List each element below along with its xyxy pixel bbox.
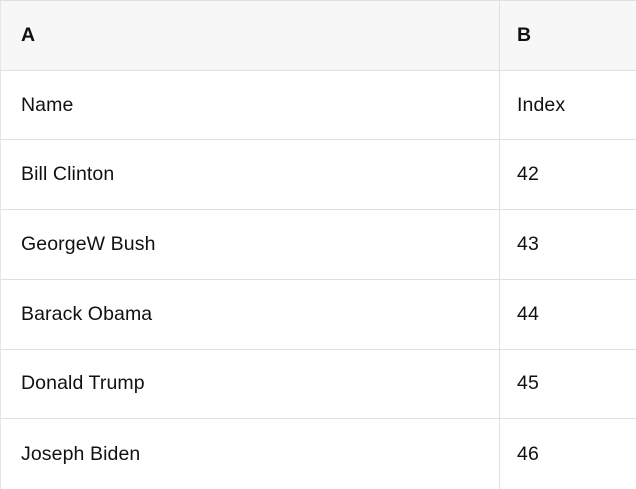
table-row: Name Index [1, 70, 636, 141]
cell-b6[interactable]: 46 [499, 419, 636, 489]
cell-b2[interactable]: 42 [499, 140, 636, 210]
table-header-row: A B [1, 1, 636, 71]
cell-a2[interactable]: Bill Clinton [21, 163, 115, 186]
cell-a3[interactable]: GeorgeW Bush [21, 232, 156, 255]
table-row: Barack Obama 44 [1, 279, 636, 350]
cell-a4[interactable]: Barack Obama [21, 302, 153, 325]
cell-b5[interactable]: 45 [499, 349, 636, 419]
cell-a6[interactable]: Joseph Biden [21, 442, 141, 465]
cell-b3[interactable]: 43 [499, 210, 636, 279]
table-row: Joseph Biden 46 [1, 419, 636, 489]
cell-a5[interactable]: Donald Trump [21, 372, 145, 395]
table-row: GeorgeW Bush 43 [1, 210, 636, 280]
column-header-b[interactable]: B [499, 1, 636, 70]
cell-a1[interactable]: Name [21, 93, 74, 116]
table-row: Donald Trump 45 [1, 349, 636, 420]
column-header-a[interactable]: A [21, 23, 36, 46]
table-row: Bill Clinton 42 [1, 140, 636, 211]
cell-b4[interactable]: 44 [499, 279, 636, 349]
cell-b1[interactable]: Index [499, 70, 636, 140]
